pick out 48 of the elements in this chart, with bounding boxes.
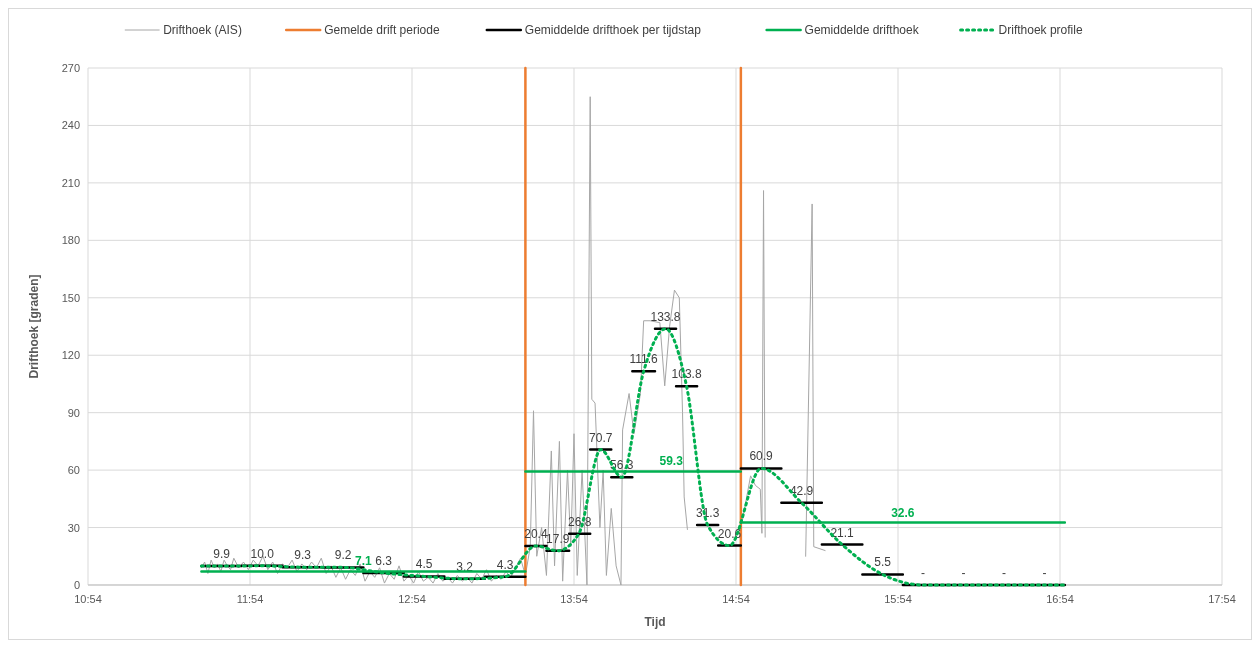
data-label: 42.9 <box>789 483 814 498</box>
data-label: 10.0 <box>250 546 275 561</box>
y-tick-label: 150 <box>61 291 80 304</box>
legend-label: Gemelde drift periode <box>324 23 440 37</box>
data-label: - <box>1042 566 1047 580</box>
data-label: - <box>921 566 926 580</box>
data-label: 9.9 <box>213 547 231 562</box>
data-label: 32.6 <box>891 505 915 520</box>
data-label: 4.5 <box>415 557 433 572</box>
x-tick-label: 12:54 <box>398 593 426 605</box>
y-tick-label: 210 <box>61 176 80 189</box>
data-label: 70.7 <box>589 430 613 445</box>
legend-label: Gemiddelde drifthoek <box>804 23 920 37</box>
x-axis-title: Tijd <box>644 615 666 629</box>
data-label: 60.9 <box>749 449 774 464</box>
data-label: 26.8 <box>567 514 592 529</box>
x-tick-label: 16:54 <box>1046 593 1074 605</box>
data-label: 111.6 <box>629 352 659 367</box>
x-tick-label: 14:54 <box>722 593 750 605</box>
y-tick-label: 240 <box>61 119 80 132</box>
data-label: 4.3 <box>496 557 514 572</box>
data-label: 5.5 <box>874 555 892 570</box>
legend-label: Drifthoek profile <box>998 23 1083 37</box>
data-label: 6.3 <box>375 553 393 568</box>
x-tick-label: 17:54 <box>1208 593 1236 605</box>
y-tick-label: 270 <box>61 62 80 74</box>
y-tick-label: 90 <box>67 406 80 419</box>
data-label: 31.3 <box>695 506 720 521</box>
y-tick-label: 60 <box>67 464 80 477</box>
x-tick-label: 11:54 <box>236 593 264 605</box>
x-tick-label: 15:54 <box>884 593 912 605</box>
y-axis-title: Drifthoek [graden] <box>27 274 41 379</box>
data-label: 9.3 <box>294 548 312 563</box>
legend-label: Drifthoek (AIS) <box>163 23 242 37</box>
y-tick-label: 30 <box>67 521 80 534</box>
y-tick-label: 180 <box>61 234 80 247</box>
data-label: 17.9 <box>546 531 570 546</box>
data-label: - <box>1002 566 1007 580</box>
data-label: 59.3 <box>659 454 684 469</box>
y-tick-label: 120 <box>61 349 80 362</box>
data-label: 9.2 <box>334 548 352 563</box>
legend-label: Gemiddelde drifthoek per tijdstap <box>524 23 702 37</box>
data-label: 133.8 <box>650 309 681 324</box>
data-label: 7.1 <box>355 554 373 569</box>
x-tick-label: 13:54 <box>560 593 588 605</box>
data-label: - <box>961 566 966 580</box>
x-tick-label: 10:54 <box>74 593 102 605</box>
y-tick-label: 0 <box>73 579 80 591</box>
